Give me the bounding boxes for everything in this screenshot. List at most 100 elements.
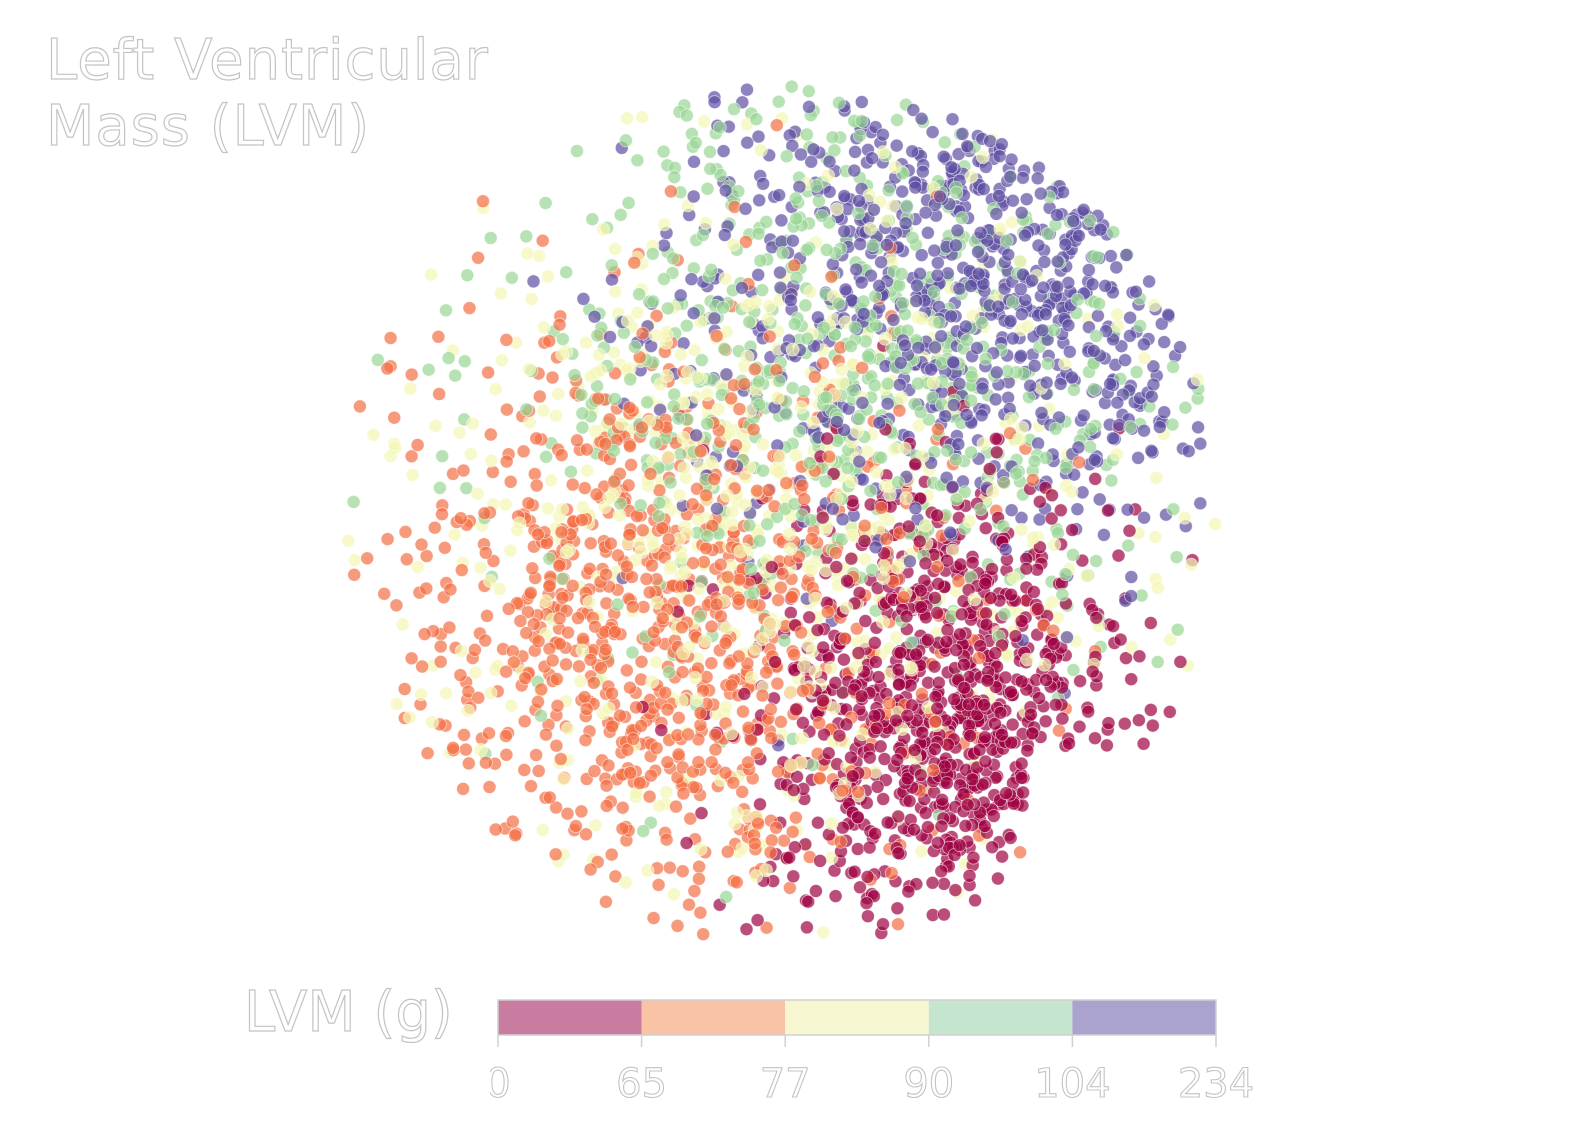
scatter-point xyxy=(687,343,702,358)
scatter-point xyxy=(860,444,874,459)
scatter-point xyxy=(1150,580,1165,595)
scatter-point xyxy=(456,782,471,796)
scatter-point xyxy=(1014,771,1029,785)
scatter-point xyxy=(1119,248,1134,262)
scatter-point xyxy=(673,288,688,303)
scatter-point xyxy=(646,294,660,309)
scatter-point xyxy=(1101,716,1116,730)
scatter-point xyxy=(796,715,810,730)
scatter-point xyxy=(867,378,882,393)
scatter-point xyxy=(985,840,1000,855)
scatter-point xyxy=(620,314,635,328)
scatter-point xyxy=(958,819,973,833)
scatter-point xyxy=(976,150,990,165)
scatter-point xyxy=(1089,554,1103,568)
scatter-point xyxy=(953,627,967,642)
scatter-point xyxy=(785,825,800,839)
scatter-point xyxy=(403,381,418,396)
scatter-point xyxy=(499,332,514,347)
scatter-point xyxy=(453,511,468,526)
scatter-point xyxy=(519,402,534,417)
scatter-point xyxy=(549,408,563,423)
scatter-point xyxy=(940,776,954,790)
scatter-point xyxy=(468,665,483,680)
scatter-point xyxy=(955,211,969,225)
colorbar-tick-label: 234 xyxy=(1178,1061,1254,1107)
scatter-point xyxy=(975,381,990,396)
scatter-point xyxy=(471,250,486,265)
scatter-point xyxy=(1062,736,1076,751)
scatter-point xyxy=(587,309,602,324)
scatter-point xyxy=(800,331,815,346)
scatter-point xyxy=(761,483,776,498)
scatter-point xyxy=(815,510,830,525)
scatter-point xyxy=(1027,358,1042,373)
scatter-point xyxy=(964,445,978,460)
scatter-point xyxy=(732,572,747,587)
scatter-point xyxy=(863,221,878,236)
scatter-point xyxy=(748,362,762,377)
scatter-point xyxy=(618,875,633,890)
scatter-point xyxy=(868,826,882,841)
scatter-point xyxy=(789,211,804,226)
scatter-point xyxy=(1066,547,1080,562)
scatter-point xyxy=(992,188,1006,203)
scatter-point xyxy=(928,714,943,729)
scatter-point xyxy=(508,828,523,843)
scatter-point xyxy=(895,184,910,199)
scatter-point xyxy=(945,479,960,494)
scatter-point xyxy=(608,242,622,257)
scatter-point xyxy=(986,484,1000,499)
scatter-point xyxy=(1091,308,1105,323)
scatter-point xyxy=(484,453,499,468)
scatter-point xyxy=(718,700,733,714)
scatter-point xyxy=(911,418,926,433)
scatter-point xyxy=(815,209,829,223)
scatter-point xyxy=(586,675,601,690)
scatter-point xyxy=(805,758,820,772)
scatter-point xyxy=(1070,502,1085,517)
scatter-point xyxy=(1144,443,1159,458)
scatter-point xyxy=(383,449,398,464)
scatter-point xyxy=(964,369,979,384)
scatter-point xyxy=(907,743,922,757)
scatter-point xyxy=(1018,228,1032,243)
scatter-point xyxy=(937,759,952,774)
scatter-point xyxy=(992,149,1007,164)
scatter-point xyxy=(795,731,809,746)
scatter-point xyxy=(577,481,592,496)
scatter-point xyxy=(499,747,514,762)
scatter-point xyxy=(1129,365,1144,379)
chart-title: Left Ventricular Mass (LVM) xyxy=(45,27,489,159)
scatter-point xyxy=(921,225,935,240)
scatter-point xyxy=(865,151,879,166)
scatter-point xyxy=(657,272,671,286)
scatter-point xyxy=(719,367,734,382)
scatter-point xyxy=(690,369,705,384)
scatter-point xyxy=(433,639,448,654)
scatter-point xyxy=(802,100,816,114)
scatter-point xyxy=(549,738,564,753)
scatter-point xyxy=(731,649,746,664)
scatter-point xyxy=(797,384,811,399)
scatter-point xyxy=(699,488,713,503)
scatter-point xyxy=(1088,471,1103,486)
scatter-point xyxy=(989,206,1004,221)
scatter-point xyxy=(921,820,935,834)
scatter-point xyxy=(1004,152,1019,167)
scatter-point xyxy=(965,772,980,787)
scatter-point xyxy=(410,560,425,574)
scatter-point xyxy=(938,409,953,424)
scatter-point xyxy=(735,841,750,856)
scatter-point xyxy=(732,592,746,607)
scatter-point xyxy=(973,502,988,517)
scatter-point xyxy=(545,370,560,385)
scatter-point xyxy=(1098,278,1113,293)
scatter-point xyxy=(686,306,701,321)
scatter-point xyxy=(538,196,553,210)
scatter-point xyxy=(877,559,891,574)
scatter-point xyxy=(943,525,958,540)
scatter-point xyxy=(448,368,463,383)
scatter-point xyxy=(1166,360,1180,374)
scatter-point xyxy=(949,238,963,253)
